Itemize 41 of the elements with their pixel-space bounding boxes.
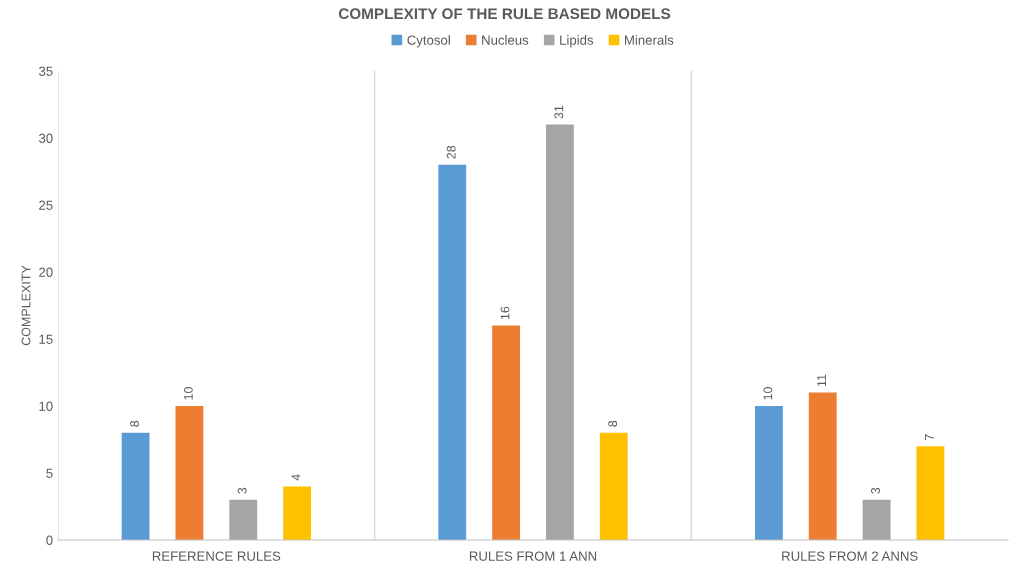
data-label: 10 (183, 387, 193, 400)
legend-label: Cytosol (407, 35, 450, 48)
x-tick-label: RULES FROM 2 ANNS (782, 551, 918, 561)
data-label: 7 (925, 434, 934, 440)
bar (599, 432, 628, 540)
bar (492, 325, 521, 540)
bar (175, 406, 204, 540)
data-label: 28 (446, 145, 456, 159)
data-label: 10 (763, 387, 773, 400)
bar (862, 499, 891, 540)
y-tick-label: 30 (38, 133, 53, 143)
data-label: 8 (130, 420, 139, 427)
y-tick-label: 10 (39, 401, 53, 411)
bar (438, 164, 467, 540)
y-tick-label: 25 (39, 200, 53, 210)
data-label: 11 (817, 374, 826, 387)
bar (545, 124, 574, 540)
y-tick-label: 20 (39, 267, 53, 277)
data-label: 8 (608, 420, 618, 427)
bar (121, 432, 150, 540)
legend-label: Lipids (560, 35, 594, 48)
data-label: 16 (500, 306, 510, 320)
bar (754, 406, 783, 540)
bar (283, 486, 312, 540)
y-tick-label: 5 (46, 468, 53, 478)
x-tick-label: REFERENCE RULES (152, 551, 281, 561)
y-axis-title: COMPLEXITY (21, 265, 31, 346)
data-label: 3 (871, 487, 880, 494)
y-tick-label: 35 (38, 66, 53, 76)
bar (808, 392, 837, 540)
data-label: 31 (554, 105, 564, 119)
legend-label: Minerals (625, 35, 674, 45)
y-tick-label: 15 (39, 334, 53, 344)
bar (916, 446, 945, 540)
data-label: 3 (237, 487, 247, 494)
legend-label: Nucleus (482, 35, 529, 45)
chart-title: COMPLEXITY OF THE RULE BASED MODELS (338, 8, 671, 20)
bar (229, 499, 258, 540)
data-label: 4 (291, 474, 301, 481)
x-tick-label: RULES FROM 1 ANN (469, 551, 597, 561)
y-tick-label: 0 (46, 535, 53, 545)
